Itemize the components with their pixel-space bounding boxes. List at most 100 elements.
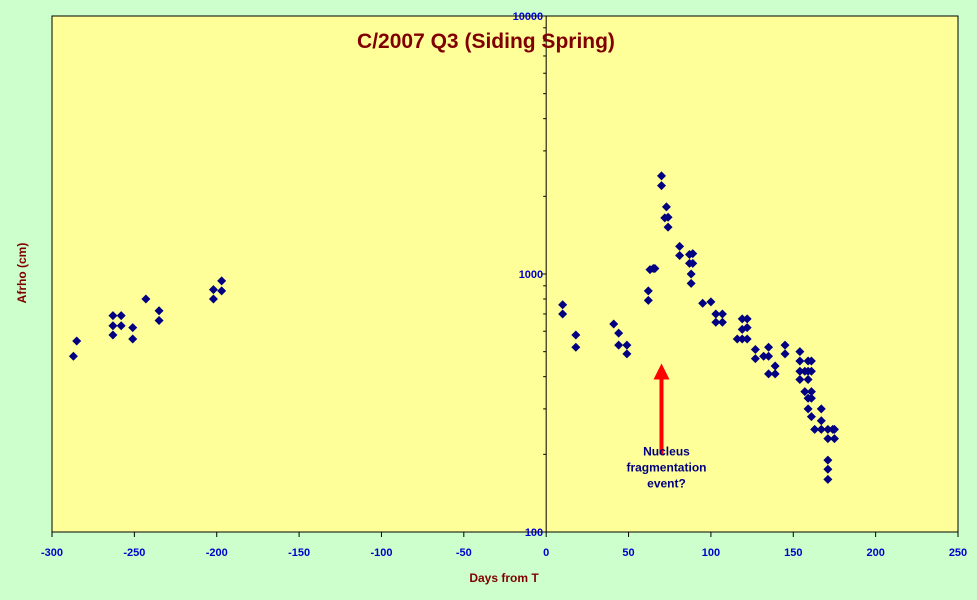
data-point bbox=[806, 387, 816, 397]
data-point bbox=[829, 434, 839, 444]
data-point bbox=[614, 328, 624, 338]
data-point bbox=[558, 300, 568, 310]
data-point bbox=[675, 250, 685, 260]
data-point bbox=[795, 375, 805, 385]
data-point bbox=[742, 323, 752, 333]
data-point bbox=[108, 321, 118, 331]
data-point bbox=[711, 317, 721, 327]
data-point bbox=[764, 351, 774, 361]
data-point bbox=[742, 334, 752, 344]
tick-labels: -300 -250 -200 -150 -100 -50 0 50 100 150 200 250 10… bbox=[41, 11, 967, 559]
annotation-text-line: event? bbox=[647, 476, 686, 490]
x-tick-label: -150 bbox=[288, 547, 310, 559]
data-point bbox=[208, 294, 218, 304]
data-point bbox=[698, 298, 708, 308]
data-point bbox=[154, 316, 164, 326]
data-point bbox=[803, 404, 813, 414]
data-point bbox=[764, 369, 774, 379]
data-point bbox=[823, 434, 833, 444]
data-point bbox=[675, 241, 685, 251]
data-points bbox=[68, 171, 839, 484]
data-point bbox=[656, 171, 666, 181]
annotation-text-line: fragmentation bbox=[626, 460, 706, 474]
data-point bbox=[217, 286, 227, 296]
data-point bbox=[686, 269, 696, 279]
data-point bbox=[116, 321, 126, 331]
x-tick-label: -300 bbox=[41, 547, 63, 559]
data-point bbox=[217, 276, 227, 286]
data-point bbox=[800, 387, 810, 397]
data-point bbox=[816, 404, 826, 414]
y-tick-label: 100 bbox=[525, 527, 543, 539]
data-point bbox=[643, 295, 653, 305]
data-point bbox=[795, 356, 805, 366]
data-point bbox=[780, 340, 790, 350]
y-tick-label: 10000 bbox=[513, 11, 544, 23]
data-point bbox=[663, 212, 673, 222]
data-point bbox=[816, 416, 826, 426]
x-tick-label: 150 bbox=[784, 547, 802, 559]
data-point bbox=[558, 309, 568, 319]
data-point bbox=[643, 286, 653, 296]
data-point bbox=[717, 309, 727, 319]
data-point bbox=[141, 294, 151, 304]
data-point bbox=[759, 351, 769, 361]
x-tick-label: 0 bbox=[543, 547, 549, 559]
data-point bbox=[829, 424, 839, 434]
data-point bbox=[622, 349, 632, 359]
chart-title: C/2007 Q3 (Siding Spring) bbox=[357, 30, 615, 53]
x-tick-label: 200 bbox=[866, 547, 884, 559]
data-point bbox=[108, 311, 118, 321]
data-point bbox=[806, 366, 816, 376]
data-point bbox=[688, 249, 698, 259]
annotation-text-line: Nucleus bbox=[643, 444, 690, 458]
data-point bbox=[116, 311, 126, 321]
data-point bbox=[764, 342, 774, 352]
data-point bbox=[806, 393, 816, 403]
data-point bbox=[816, 424, 826, 434]
data-point bbox=[806, 356, 816, 366]
x-tick-label: -200 bbox=[206, 547, 228, 559]
data-point bbox=[737, 334, 747, 344]
data-point bbox=[622, 340, 632, 350]
data-point bbox=[823, 464, 833, 474]
data-point bbox=[609, 319, 619, 329]
data-point bbox=[823, 474, 833, 484]
data-point bbox=[803, 375, 813, 385]
annotation: Nucleus fragmentation event? bbox=[626, 363, 706, 490]
data-point bbox=[154, 306, 164, 316]
data-point bbox=[770, 369, 780, 379]
data-point bbox=[823, 455, 833, 465]
x-tick-label: -50 bbox=[456, 547, 472, 559]
x-axis-label: Days from T bbox=[469, 571, 539, 585]
data-point bbox=[795, 366, 805, 376]
data-point bbox=[68, 351, 78, 361]
x-tick-label: -250 bbox=[123, 547, 145, 559]
data-point bbox=[208, 285, 218, 295]
data-point bbox=[706, 297, 716, 307]
data-point bbox=[750, 354, 760, 364]
data-point bbox=[810, 424, 820, 434]
data-point bbox=[742, 314, 752, 324]
data-point bbox=[711, 309, 721, 319]
annotation-arrow-head bbox=[653, 363, 670, 380]
data-point bbox=[571, 330, 581, 340]
data-point bbox=[780, 349, 790, 359]
plot-area bbox=[51, 15, 959, 533]
data-point bbox=[688, 258, 698, 268]
data-point bbox=[108, 330, 118, 340]
data-point bbox=[737, 314, 747, 324]
data-point bbox=[717, 317, 727, 327]
data-point bbox=[571, 342, 581, 352]
data-point bbox=[806, 412, 816, 422]
x-tick-label: 100 bbox=[702, 547, 720, 559]
data-point bbox=[650, 264, 660, 274]
data-point bbox=[72, 336, 82, 346]
y-axis-label: Afrho (cm) bbox=[15, 243, 29, 304]
y-tick-label: 1000 bbox=[519, 269, 543, 281]
data-point bbox=[795, 347, 805, 357]
x-tick-label: 50 bbox=[622, 547, 634, 559]
data-point bbox=[686, 278, 696, 288]
data-point bbox=[663, 222, 673, 232]
